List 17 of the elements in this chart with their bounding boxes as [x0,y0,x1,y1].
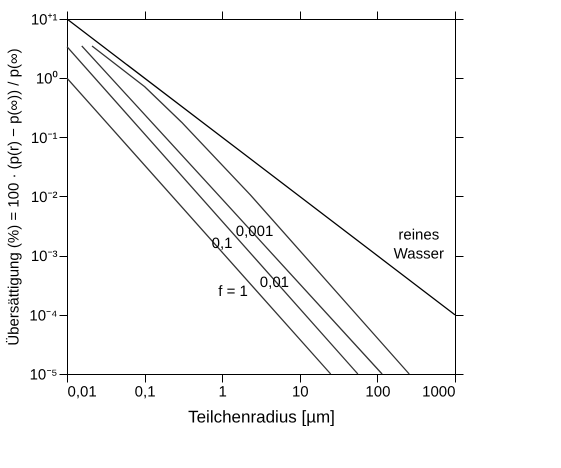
x-tick-label: 1 [218,384,227,400]
y-tick-label: 10⁻² [30,189,58,206]
x-tick-label: 0,1 [134,384,156,400]
y-tick-label: 10⁺¹ [30,12,58,28]
x-tick-label: 100 [365,384,390,400]
y-tick-label: 10⁻¹ [30,130,58,147]
y-axis-title: Übersättigung (%) = 100 · (p(r) − p(∞)) / p(∞) [5,48,22,346]
y-tick-label: 10⁻⁵ [30,366,58,384]
y-tick-label: 10⁻⁴ [29,307,58,324]
y-tick-label: 10⁰ [36,70,58,88]
series-label: f = 1 [218,283,248,300]
x-tick-label: 0,01 [68,384,97,400]
x-tick-label: 1000 [422,384,456,400]
x-axis-title: Teilchenradius [µm] [188,408,335,426]
x-tick-label: 10 [292,384,309,400]
series-label: reines Wasser [394,226,444,262]
y-tick-label: 10⁻³ [30,248,58,266]
